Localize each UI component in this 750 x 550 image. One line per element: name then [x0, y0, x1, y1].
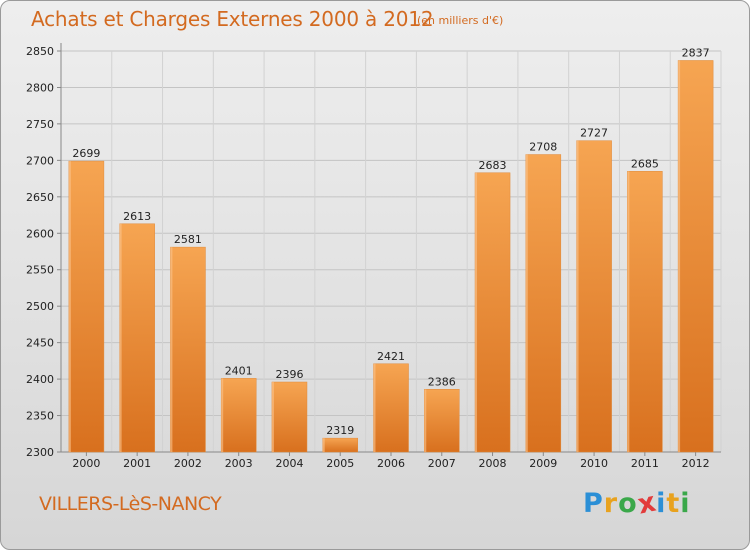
bar-highlight: [424, 389, 427, 452]
x-tick-label: 2010: [580, 457, 608, 470]
bar-2012: [677, 60, 714, 453]
bars: [68, 60, 714, 453]
y-tick-label: 2500: [26, 300, 54, 313]
value-label: 2727: [580, 127, 608, 140]
chart-title: Achats et Charges Externes 2000 à 2012: [31, 7, 434, 31]
bar-2002: [170, 246, 206, 453]
bar-highlight: [525, 154, 528, 452]
bar-highlight: [576, 140, 579, 453]
y-tick-label: 2550: [26, 264, 54, 277]
x-tick-label: 2009: [529, 457, 557, 470]
bar-2007: [424, 389, 460, 453]
x-tick-label: 2002: [174, 457, 202, 470]
value-label: 2708: [529, 141, 557, 154]
x-tick-label: 2008: [479, 457, 507, 470]
y-tick-label: 2850: [26, 45, 54, 58]
x-tick-label: 2011: [631, 457, 659, 470]
bar-2009: [525, 154, 562, 453]
value-label: 2396: [275, 368, 303, 381]
y-tick-label: 2300: [26, 446, 54, 459]
bar-highlight: [678, 60, 681, 452]
value-label: 2613: [123, 210, 151, 223]
value-labels: 2699 2613 2581 2401 2396 2319 2421 2386 2683 2708…: [72, 46, 709, 437]
bar-2010: [576, 140, 612, 453]
logo-letter: i: [680, 488, 691, 519]
y-tick-label: 2350: [26, 410, 54, 423]
value-label: 2319: [326, 424, 354, 437]
logo-letter: P: [583, 488, 604, 519]
value-label: 2386: [428, 375, 456, 388]
logo-letter: o: [618, 488, 638, 519]
bar-2006: [373, 363, 409, 453]
bar-2004: [271, 381, 308, 453]
proxiti-logo: Proxiti: [583, 486, 691, 520]
x-tick-label: 2005: [326, 457, 354, 470]
place-name: VILLERS-LèS-NANCY: [39, 493, 222, 515]
x-tick-labels: 2000 2001 2002 2003 2004 2005 2006 2007 2008 2009…: [72, 457, 709, 470]
bar-2003: [220, 378, 257, 453]
value-label: 2685: [631, 157, 659, 170]
x-tick-label: 2006: [377, 457, 405, 470]
logo-letter: r: [603, 488, 619, 519]
bar-2001: [119, 223, 155, 453]
y-tick-label: 2400: [26, 373, 54, 386]
bar-highlight: [322, 438, 325, 452]
y-tick-label: 2800: [26, 81, 54, 94]
bar-highlight: [221, 378, 224, 452]
bar-highlight: [373, 363, 376, 452]
value-label: 2837: [682, 46, 710, 59]
x-tick-label: 2000: [72, 457, 100, 470]
bar-highlight: [271, 382, 274, 452]
logo-letter: i: [656, 488, 667, 519]
chart-subtitle: (en milliers d'€): [417, 14, 504, 27]
y-tick-label: 2750: [26, 118, 54, 131]
bar-highlight: [119, 223, 122, 452]
y-tick-label: 2650: [26, 191, 54, 204]
logo-letter: t: [666, 488, 681, 519]
x-tick-label: 2012: [682, 457, 710, 470]
x-tick-label: 2001: [123, 457, 151, 470]
value-label: 2401: [225, 364, 253, 377]
bar-highlight: [627, 171, 630, 453]
bar-2008: [474, 172, 511, 453]
value-label: 2421: [377, 350, 405, 363]
value-label: 2699: [72, 147, 100, 160]
bar-2011: [627, 171, 663, 453]
x-tick-label: 2007: [428, 457, 456, 470]
y-tick-label: 2600: [26, 227, 54, 240]
bar-highlight: [68, 161, 71, 453]
y-tick-label: 2700: [26, 154, 54, 167]
bar-highlight: [170, 247, 173, 452]
bar-2000: [68, 160, 105, 453]
bar-highlight: [475, 172, 478, 452]
bar-2005: [322, 437, 358, 453]
x-tick-label: 2003: [225, 457, 253, 470]
y-tick-label: 2450: [26, 337, 54, 350]
value-label: 2581: [174, 233, 202, 246]
value-label: 2683: [479, 159, 507, 172]
y-tick-labels: 2300 2350 2400 2450 2500 2550 2600 2650 2700 2750…: [26, 45, 54, 459]
x-tick-label: 2004: [275, 457, 303, 470]
